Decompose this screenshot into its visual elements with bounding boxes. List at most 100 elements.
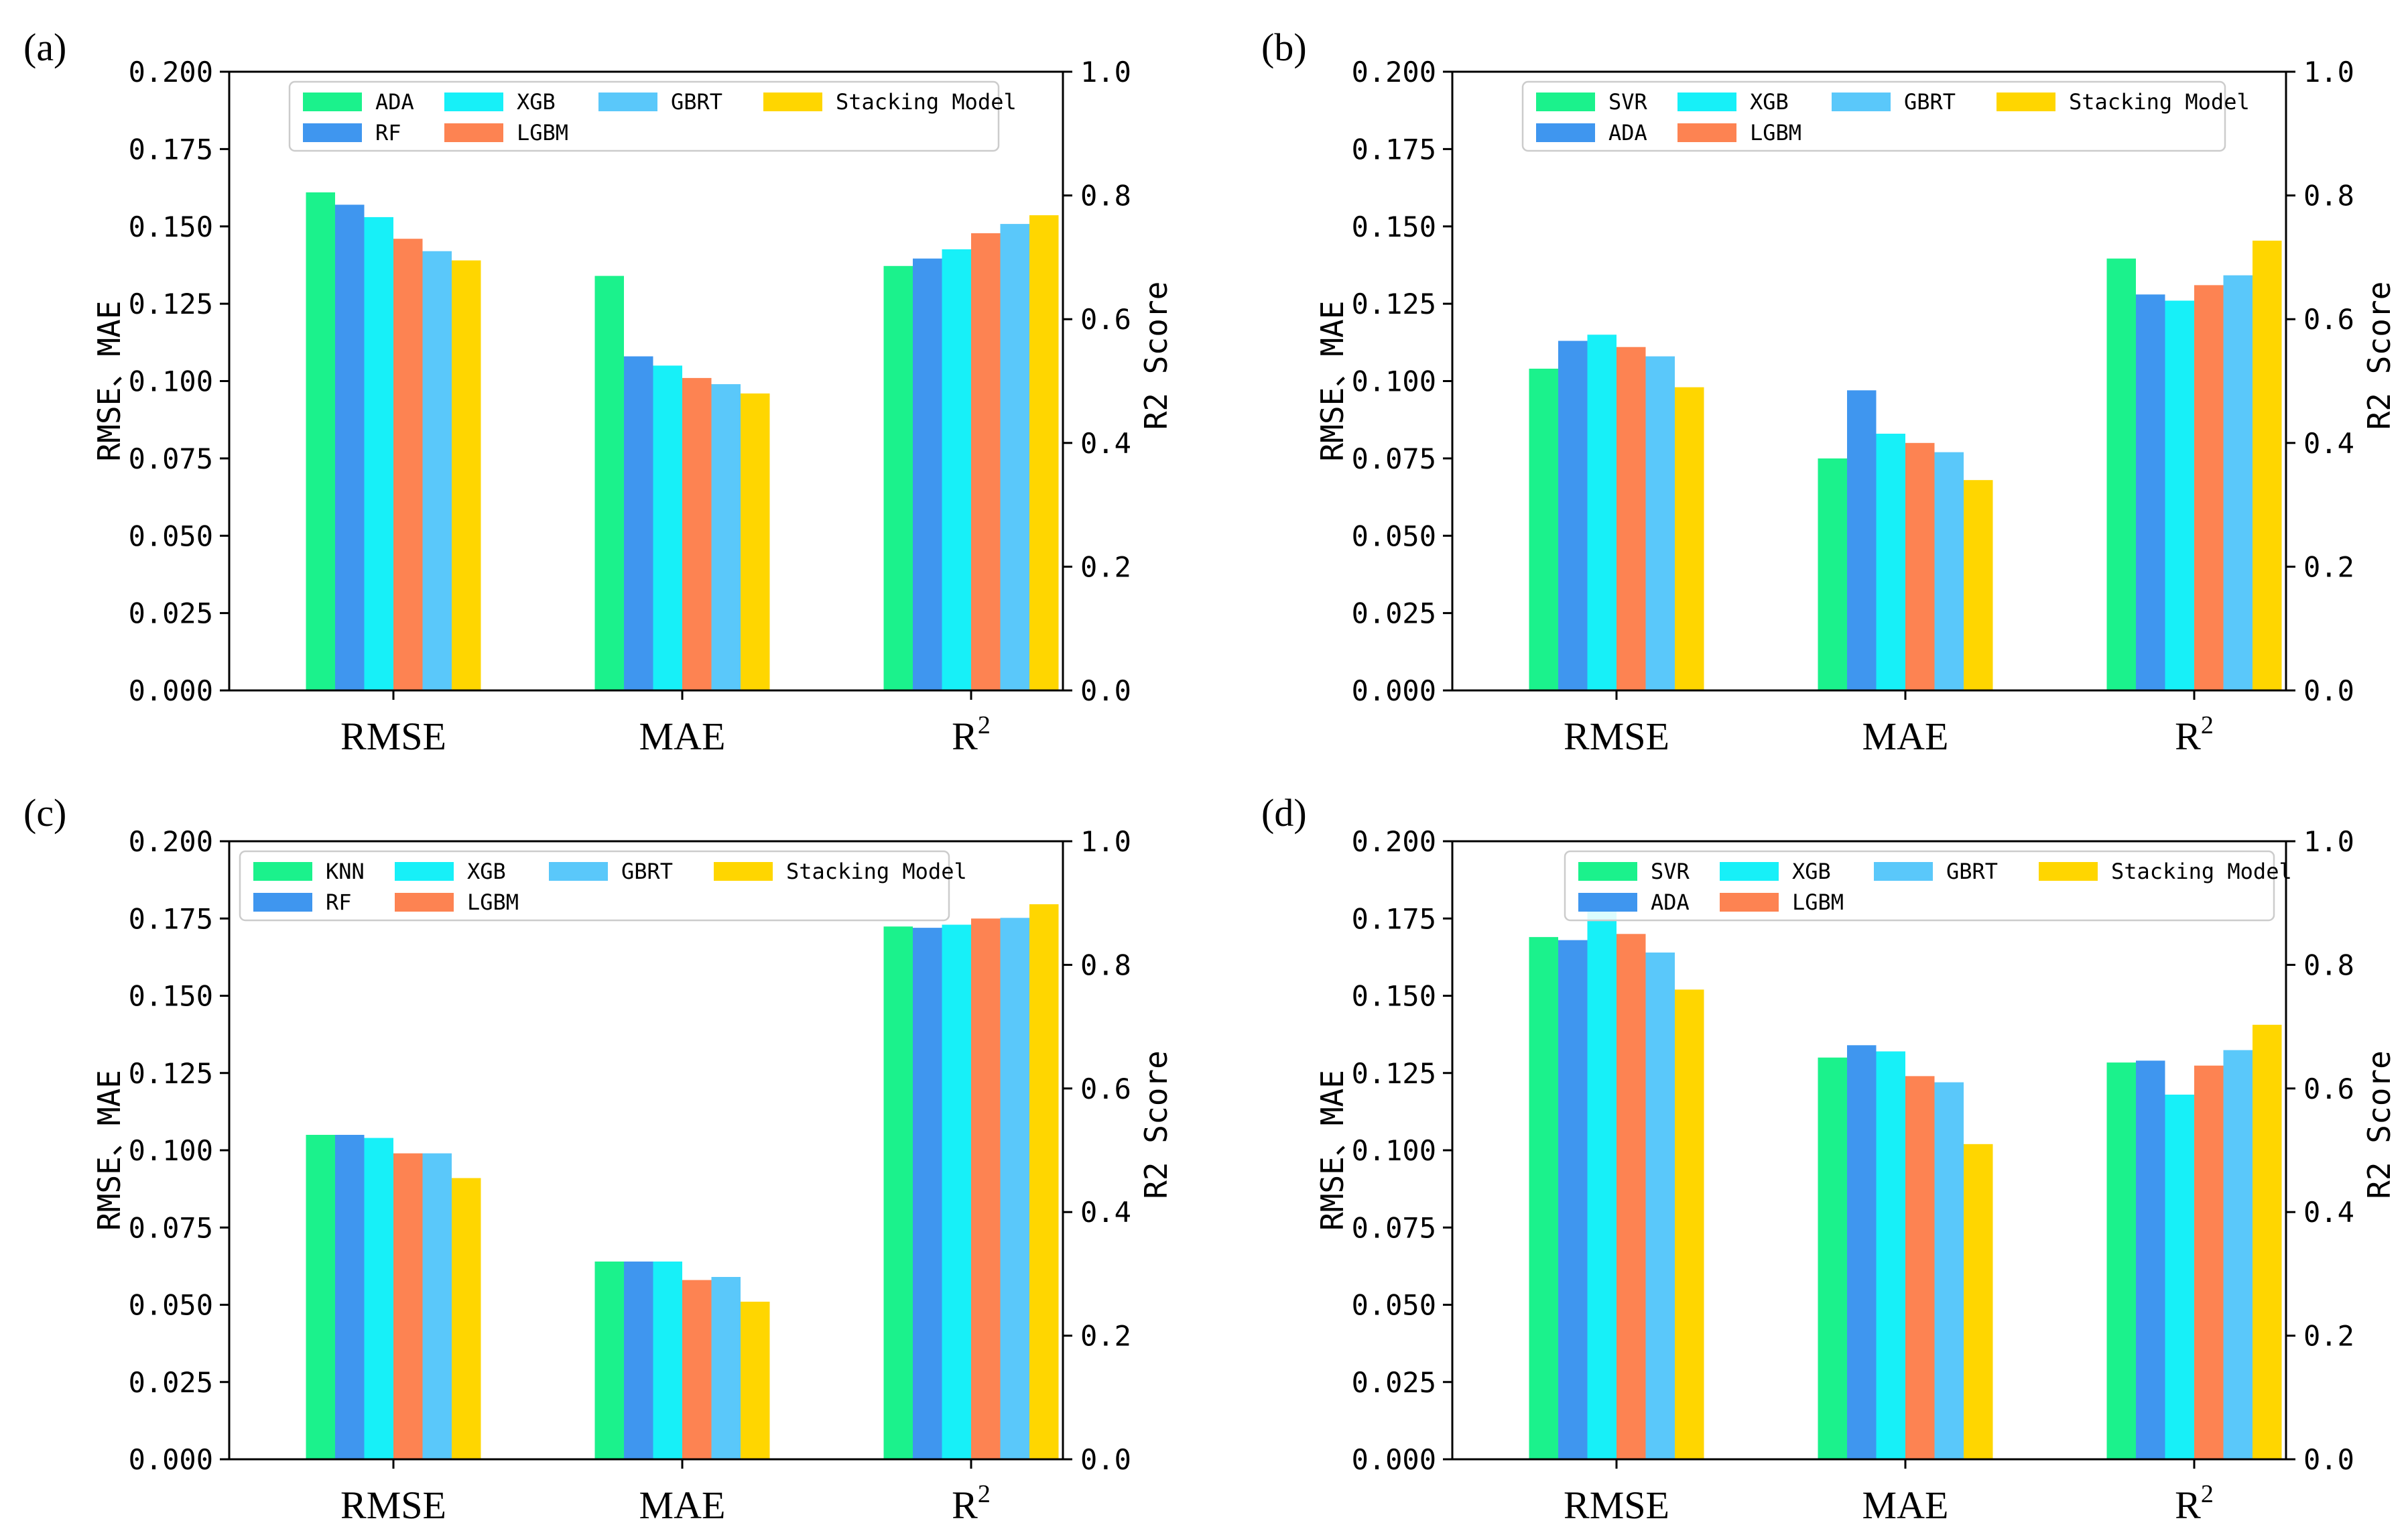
bar-ada-mae	[1847, 1045, 1877, 1459]
legend-swatch	[1677, 123, 1736, 142]
panel-d: (d) 0.000 0.025 0.050 0.075 0.100 0.125 0.150 0.…	[1261, 791, 2397, 1527]
left-tick-label: 0.100	[129, 1134, 213, 1167]
y-axis-title-left: RMSE、MAE	[1314, 301, 1350, 462]
y-axis-title-right: R2 Score	[1138, 282, 1174, 430]
legend-label: SVR	[1608, 89, 1648, 115]
left-tick-label: 0.125	[1352, 1057, 1436, 1090]
category-label: MAE	[1862, 715, 1949, 758]
left-tick-label: 0.025	[129, 597, 213, 630]
category-superscript: 2	[978, 1480, 991, 1508]
legend-swatch	[444, 93, 503, 111]
x-tick-label: R2	[952, 1480, 991, 1527]
legend-label: LGBM	[1792, 890, 1844, 915]
legend-swatch	[253, 893, 312, 912]
legend-label: ADA	[1608, 120, 1647, 145]
category-label: RMSE	[340, 715, 446, 758]
right-tick-label: 0.0	[2303, 1443, 2354, 1476]
legend-label: XGB	[1792, 859, 1831, 884]
bar-gbrt-rmse	[422, 251, 452, 690]
legend-label: LGBM	[467, 890, 519, 915]
y-axis-title-right: R2 Score	[2361, 282, 2397, 430]
bar-stacking-model-r	[1029, 215, 1059, 691]
left-tick-label: 0.050	[129, 519, 213, 552]
legend-label: ADA	[375, 89, 414, 115]
y-axis-title-left: RMSE、MAE	[1314, 1070, 1350, 1231]
right-tick-label: 1.0	[2303, 56, 2354, 88]
bar-gbrt-mae	[1934, 1082, 1964, 1459]
right-tick-label: 0.0	[1080, 674, 1131, 707]
left-tick-label: 0.150	[1352, 210, 1436, 243]
legend-label: Stacking Model	[2069, 89, 2250, 115]
legend-swatch	[253, 862, 312, 881]
panel-b: (b) 0.000 0.025 0.050 0.075 0.100 0.125 0.150 0.…	[1261, 25, 2397, 758]
legend-label: Stacking Model	[786, 859, 967, 884]
bar-ada-r	[883, 265, 913, 690]
legend-label: LGBM	[517, 120, 568, 145]
legend-label: XGB	[467, 859, 506, 884]
left-tick-label: 0.200	[1352, 825, 1436, 858]
legend-swatch	[444, 123, 503, 142]
legend-label: XGB	[1750, 89, 1789, 115]
legend-label: Stacking Model	[2111, 859, 2292, 884]
legend-swatch	[549, 862, 608, 881]
legend-label: RF	[326, 890, 352, 915]
category-label: R	[2175, 715, 2201, 758]
bar-lgbm-rmse	[1617, 347, 1646, 690]
bars-group	[1529, 241, 2282, 690]
bar-xgb-r	[2165, 1095, 2194, 1459]
legend-swatch	[1874, 862, 1933, 881]
category-superscript: 2	[2201, 711, 2214, 739]
bars-group	[306, 192, 1059, 691]
right-tick-label: 0.8	[1080, 948, 1131, 981]
x-tick-label: MAE	[1862, 715, 1949, 758]
bar-stacking-model-r	[1029, 904, 1059, 1459]
legend-swatch	[303, 123, 362, 142]
legend-label: LGBM	[1750, 120, 1801, 145]
bar-gbrt-mae	[1934, 452, 1964, 690]
right-tick-label: 0.6	[1080, 303, 1131, 336]
left-tick-label: 0.175	[129, 133, 213, 166]
right-tick-label: 0.8	[1080, 180, 1131, 212]
legend-swatch	[1578, 862, 1637, 881]
category-label: MAE	[639, 715, 726, 758]
bar-lgbm-r	[2194, 1065, 2224, 1459]
category-label: RMSE	[340, 1483, 446, 1527]
bar-ada-rmse	[1558, 940, 1588, 1459]
bar-lgbm-mae	[1905, 1076, 1935, 1459]
right-tick-label: 0.6	[2303, 1073, 2354, 1105]
bar-xgb-r	[2165, 300, 2194, 690]
left-tick-label: 0.075	[129, 1211, 213, 1244]
bar-gbrt-r	[2223, 1050, 2253, 1459]
legend: SVR XGB GBRT Stacking Model ADA LGBM	[1564, 850, 2292, 922]
legend-swatch	[303, 93, 362, 111]
bar-stacking-model-mae	[741, 1301, 770, 1459]
left-tick-label: 0.125	[129, 1057, 213, 1090]
bar-lgbm-r	[971, 918, 1001, 1460]
bar-stacking-model-r	[2253, 241, 2282, 690]
legend: SVR XGB GBRT Stacking Model ADA LGBM	[1521, 80, 2250, 152]
right-tick-label: 0.2	[2303, 550, 2354, 583]
left-tick-label: 0.050	[129, 1289, 213, 1322]
bars-group	[306, 904, 1059, 1460]
right-tick-label: 1.0	[1080, 56, 1131, 88]
right-tick-label: 0.2	[1080, 550, 1131, 583]
bar-ada-mae	[1847, 390, 1877, 690]
left-tick-label: 0.000	[129, 674, 213, 707]
x-tick-label: MAE	[639, 715, 726, 758]
category-label: MAE	[1862, 1483, 1949, 1527]
bar-svr-r	[2106, 1062, 2136, 1459]
x-tick-label: RMSE	[340, 1483, 446, 1527]
bar-gbrt-rmse	[422, 1153, 452, 1459]
x-tick-label: RMSE	[340, 715, 446, 758]
bar-stacking-model-rmse	[1675, 387, 1704, 690]
x-tick-label: MAE	[639, 1483, 726, 1527]
left-tick-label: 0.175	[1352, 133, 1436, 166]
bar-svr-rmse	[1529, 369, 1558, 690]
bar-svr-mae	[1818, 1057, 1847, 1459]
left-tick-label: 0.075	[1352, 442, 1436, 475]
right-tick-label: 0.2	[2303, 1320, 2354, 1353]
left-tick-label: 0.200	[1352, 56, 1436, 88]
bar-gbrt-r	[1000, 224, 1029, 691]
legend-label: GBRT	[671, 89, 722, 115]
legend-label: GBRT	[1904, 89, 1956, 115]
